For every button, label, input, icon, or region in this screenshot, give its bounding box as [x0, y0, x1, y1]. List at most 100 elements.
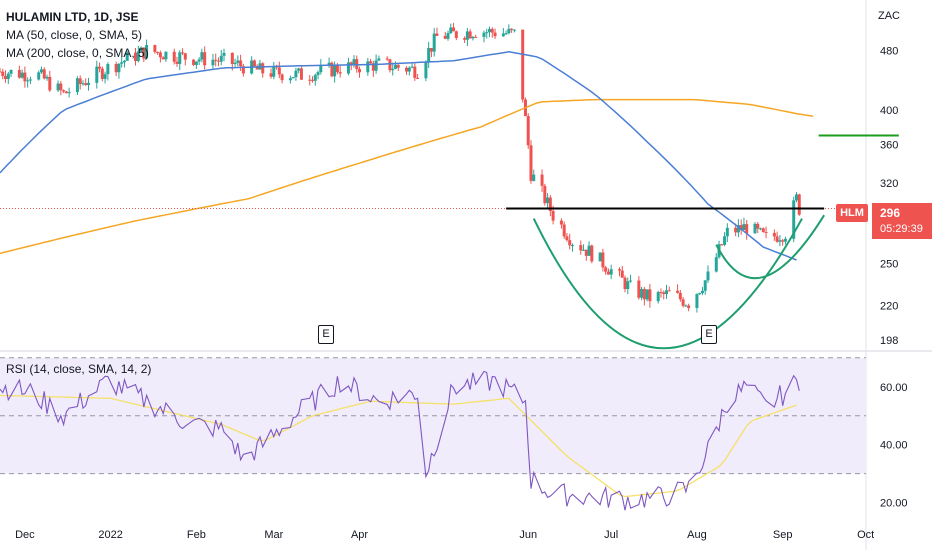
- candle-body: [432, 33, 436, 52]
- axes: 198220250280320360400480ZAC20.0040.0060.…: [15, 10, 907, 541]
- candle-body: [781, 240, 785, 242]
- candle-body: [0, 71, 2, 73]
- time-tick-label: Apr: [351, 529, 368, 541]
- candle-body: [294, 70, 298, 78]
- candle-body: [117, 63, 121, 73]
- candle-body: [512, 29, 516, 31]
- candle-body: [319, 65, 323, 73]
- price-tick-label: 320: [880, 178, 898, 190]
- price-tick-label: 250: [880, 259, 898, 271]
- candle-body: [75, 78, 79, 93]
- candle-body: [156, 51, 160, 53]
- rsi-line: [0, 370, 800, 511]
- candle-body: [393, 64, 397, 69]
- candle-body: [629, 280, 633, 282]
- bar-countdown: 05:29:39: [880, 223, 923, 235]
- candle-body: [103, 74, 107, 79]
- ma200-legend[interactable]: MA (200, close, 0, SMA, 5): [6, 46, 149, 60]
- candle-body: [396, 64, 400, 68]
- candle-body: [299, 68, 303, 80]
- candle-body: [9, 69, 13, 74]
- earnings-badge[interactable]: E: [701, 325, 717, 344]
- candle-body: [291, 77, 295, 79]
- earnings-badge[interactable]: E: [318, 325, 334, 344]
- candle-body: [662, 292, 666, 295]
- candle-body: [181, 52, 185, 54]
- candle-body: [474, 36, 478, 38]
- ma50-legend[interactable]: MA (50, close, 0, SMA, 5): [6, 28, 143, 42]
- candle-body: [164, 51, 168, 60]
- candle-body: [416, 77, 420, 79]
- candle-body: [463, 37, 467, 40]
- candle-body: [28, 79, 32, 81]
- cup-curve-drawing[interactable]: [532, 218, 803, 350]
- candle-body: [797, 194, 801, 215]
- candle-body: [665, 290, 669, 295]
- candle-body: [745, 224, 749, 234]
- candle-body: [551, 210, 555, 221]
- candle-body: [720, 244, 724, 246]
- candle-body: [106, 64, 110, 75]
- rsi-pane[interactable]: [0, 357, 866, 511]
- candle-body: [86, 82, 90, 86]
- candle-body: [493, 32, 497, 37]
- candle-body: [540, 174, 544, 186]
- candle-body: [316, 72, 320, 76]
- time-tick-label: Aug: [687, 529, 707, 541]
- candle-body: [230, 52, 234, 65]
- candle-body: [385, 58, 389, 60]
- rsi-legend[interactable]: RSI (14, close, SMA, 14, 2): [6, 362, 152, 376]
- candle-body: [598, 252, 602, 262]
- candle-body: [95, 66, 99, 83]
- candle-body: [255, 66, 259, 70]
- candle-body: [756, 223, 760, 229]
- candle-body: [335, 65, 339, 73]
- candle-body: [272, 65, 276, 77]
- handle-curve-drawing[interactable]: [715, 214, 825, 280]
- candle-body: [609, 269, 613, 275]
- candle-body: [678, 292, 682, 300]
- candle-body: [620, 270, 624, 278]
- candle-body: [120, 62, 124, 64]
- symbol-price-tag: HLM: [836, 204, 868, 222]
- candle-body: [684, 305, 688, 307]
- candle-body: [739, 225, 743, 231]
- candle-body: [311, 79, 315, 81]
- candle-body: [1, 71, 5, 76]
- candle-body: [548, 197, 552, 211]
- candle-body: [211, 59, 215, 66]
- candle-body: [142, 47, 146, 59]
- candle-body: [172, 51, 176, 62]
- candle-body: [377, 58, 381, 61]
- time-tick-label: 2022: [98, 529, 122, 541]
- candle-body: [161, 57, 165, 60]
- candle-body: [546, 197, 550, 204]
- candle-body: [772, 232, 776, 237]
- symbol-title[interactable]: HULAMIN LTD, 1D, JSE: [6, 10, 139, 24]
- candle-body: [327, 62, 331, 66]
- price-pane[interactable]: [0, 22, 899, 350]
- candle-body: [637, 280, 641, 298]
- candle-body: [454, 31, 458, 38]
- candle-body: [468, 31, 472, 39]
- time-tick-label: Jun: [519, 529, 537, 541]
- candle-body: [197, 59, 201, 62]
- candle-body: [681, 299, 685, 306]
- candle-body: [366, 61, 370, 73]
- candle-body: [81, 83, 85, 85]
- candle-body: [761, 228, 765, 232]
- candle-body: [570, 245, 574, 247]
- candle-body: [203, 52, 207, 66]
- candle-body: [153, 45, 157, 52]
- candle-body: [507, 28, 511, 34]
- candle-body: [297, 68, 301, 71]
- currency-label: ZAC: [878, 10, 900, 22]
- price-tick-label: 480: [880, 45, 898, 57]
- price-tick-label: 220: [880, 300, 898, 312]
- candle-body: [78, 78, 82, 85]
- candle-body: [214, 59, 218, 61]
- candle-body: [175, 61, 179, 64]
- candle-body: [261, 63, 265, 74]
- last-price-value: 296: [880, 206, 901, 220]
